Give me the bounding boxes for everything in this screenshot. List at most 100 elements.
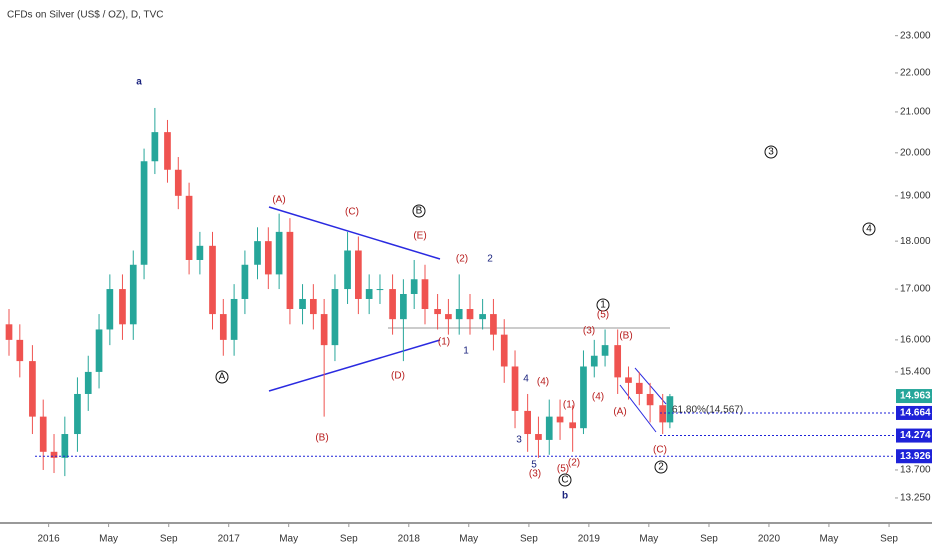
candle-body <box>635 382 643 394</box>
wave-label: (2) <box>456 254 468 265</box>
wave-label: 2 <box>487 254 493 265</box>
wave-circle <box>412 204 426 218</box>
chart-title: CFDs on Silver (US$ / OZ), D, TVC <box>7 10 164 21</box>
y-tick-label: 22.000 <box>900 68 931 79</box>
wave-label: A <box>219 372 226 383</box>
wave-label: (1) <box>563 400 575 411</box>
wave-circle <box>764 145 778 159</box>
x-tick-label: 2017 <box>218 534 241 545</box>
candle-body <box>601 345 609 356</box>
wave-label: 5 <box>531 460 537 471</box>
x-tick-label: 2019 <box>578 534 601 545</box>
candle-body <box>264 241 272 275</box>
wave-label: (A) <box>613 407 626 418</box>
y-tick-label: 20.000 <box>900 147 931 158</box>
candle-body <box>614 345 622 378</box>
candle-body <box>140 161 148 265</box>
wave-label: 4 <box>866 224 872 235</box>
candle-body <box>535 434 542 440</box>
wave-label: (C) <box>653 445 667 456</box>
candle-body <box>455 309 463 320</box>
candle-body <box>74 393 81 435</box>
candle-body <box>129 264 137 325</box>
wave-label: (3) <box>529 469 541 480</box>
price-label-box <box>896 428 932 443</box>
candle-body <box>389 289 396 320</box>
wave-label: b <box>562 491 568 502</box>
x-tick-label: Sep <box>880 534 898 545</box>
candle-body <box>511 366 519 411</box>
x-tick-label: 2018 <box>398 534 421 545</box>
candle-body <box>625 377 632 383</box>
candle-body <box>646 393 654 406</box>
candle-body <box>50 451 58 458</box>
trend-line <box>268 206 441 260</box>
wave-label: (D) <box>391 371 405 382</box>
candle-body <box>421 279 429 310</box>
candle-body <box>209 245 216 315</box>
x-tick-label: Sep <box>340 534 358 545</box>
wave-circle <box>558 473 572 487</box>
candle-body <box>500 334 508 367</box>
price-label-box <box>896 405 932 420</box>
channel-line <box>619 384 657 433</box>
candle-body <box>241 264 249 299</box>
wave-label: 2 <box>658 462 664 473</box>
candle-body <box>365 289 373 299</box>
candle-body <box>569 422 577 429</box>
y-tick-label: 17.000 <box>900 284 931 295</box>
candle-body <box>254 241 261 265</box>
candle-body <box>286 231 294 310</box>
wave-label: (C) <box>345 207 359 218</box>
candle-body <box>5 324 13 340</box>
wave-label: (3) <box>583 326 595 337</box>
wave-label: 3 <box>516 435 522 446</box>
x-tick-label: 2020 <box>758 534 781 545</box>
price-label-box <box>896 389 932 404</box>
candle-body <box>275 231 283 275</box>
price-label: 14.664 <box>900 408 931 419</box>
candle-body <box>39 416 47 452</box>
wave-label: (5) <box>597 310 609 321</box>
wave-circle <box>654 460 668 474</box>
candle-body <box>400 294 407 320</box>
price-label-box <box>896 449 932 464</box>
candle-body <box>61 434 69 458</box>
price-label: 14.963 <box>900 391 931 402</box>
candle-body <box>556 416 564 423</box>
wave-label: a <box>136 77 142 88</box>
wave-label: (A) <box>272 195 285 206</box>
candle-body <box>320 314 328 346</box>
candle-body <box>376 289 384 291</box>
x-tick-label: Sep <box>520 534 538 545</box>
candle-body <box>331 289 339 346</box>
candle-body <box>434 309 441 315</box>
wave-label: B <box>416 206 423 217</box>
candle-body <box>309 298 317 315</box>
candle-body <box>479 314 486 320</box>
x-tick-label: May <box>819 534 838 545</box>
y-tick-label: 19.000 <box>900 190 931 201</box>
candle-body <box>545 416 553 440</box>
candle-body <box>119 289 126 325</box>
candle-body <box>106 289 114 330</box>
candle-body <box>410 279 418 295</box>
y-tick-label: 13.700 <box>900 465 931 476</box>
x-tick-label: 2016 <box>37 534 60 545</box>
candle-body <box>164 132 171 170</box>
candle-body <box>230 298 238 340</box>
candle-body <box>524 410 531 435</box>
x-tick-label: Sep <box>160 534 178 545</box>
wave-label: (B) <box>619 331 632 342</box>
x-tick-label: May <box>279 534 298 545</box>
candle-body <box>185 195 193 260</box>
candle-body <box>490 314 497 335</box>
wave-label: 61.80%(14.567) <box>672 405 743 416</box>
candle-body <box>219 314 227 340</box>
wave-label: (4) <box>537 377 549 388</box>
trend-line <box>268 339 441 392</box>
y-tick-label: 23.000 <box>900 30 931 41</box>
candle-body <box>174 169 182 196</box>
